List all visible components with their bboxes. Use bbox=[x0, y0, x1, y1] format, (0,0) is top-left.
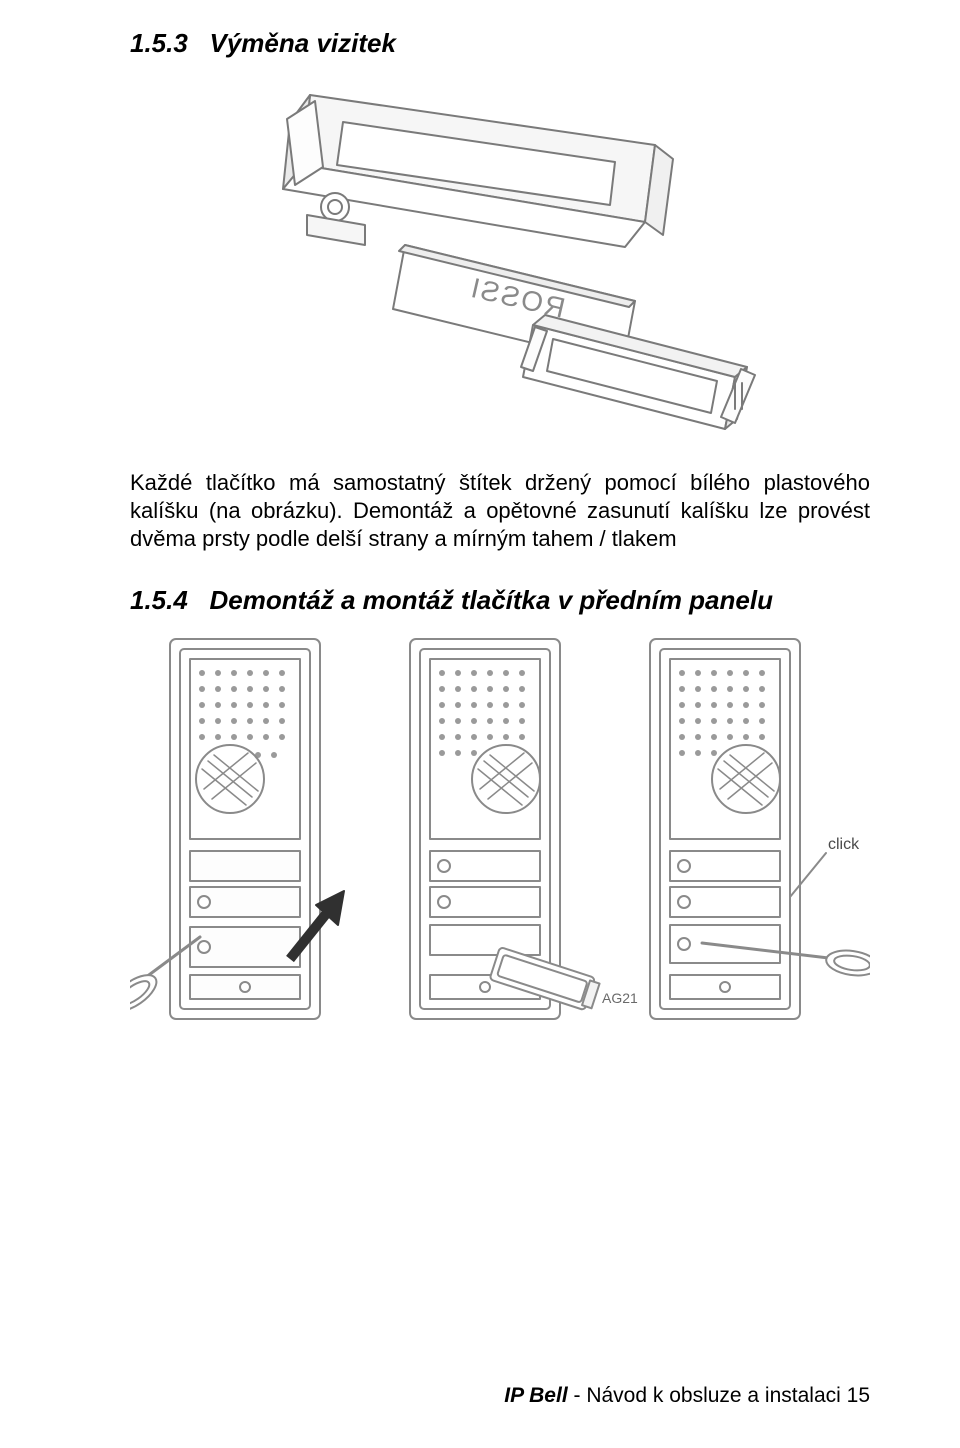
heading-153: 1.5.3 Výměna vizitek bbox=[130, 28, 870, 59]
heading-title: Výměna vizitek bbox=[210, 28, 396, 58]
paragraph-153: Každé tlačítko má samostatný štítek drže… bbox=[130, 469, 870, 553]
heading-number: 1.5.4 bbox=[130, 585, 188, 615]
figure-panel-mount: AG21 bbox=[130, 624, 870, 1064]
figure-card-holder: ROSSI bbox=[215, 67, 785, 447]
page: 1.5.3 Výměna vizitek ROSSI bbox=[0, 0, 960, 1448]
heading-title: Demontáž a montáž tlačítka v předním pan… bbox=[210, 585, 773, 615]
footer-product: IP Bell bbox=[504, 1384, 567, 1407]
heading-154: 1.5.4 Demontáž a montáž tlačítka v předn… bbox=[130, 585, 870, 616]
click-label: click bbox=[828, 836, 860, 853]
page-footer: IP Bell - Návod k obsluze a instalaci 15 bbox=[504, 1384, 870, 1408]
tag-label: AG21 bbox=[602, 990, 638, 1006]
heading-number: 1.5.3 bbox=[130, 28, 188, 58]
footer-rest: - Návod k obsluze a instalaci 15 bbox=[568, 1384, 870, 1407]
